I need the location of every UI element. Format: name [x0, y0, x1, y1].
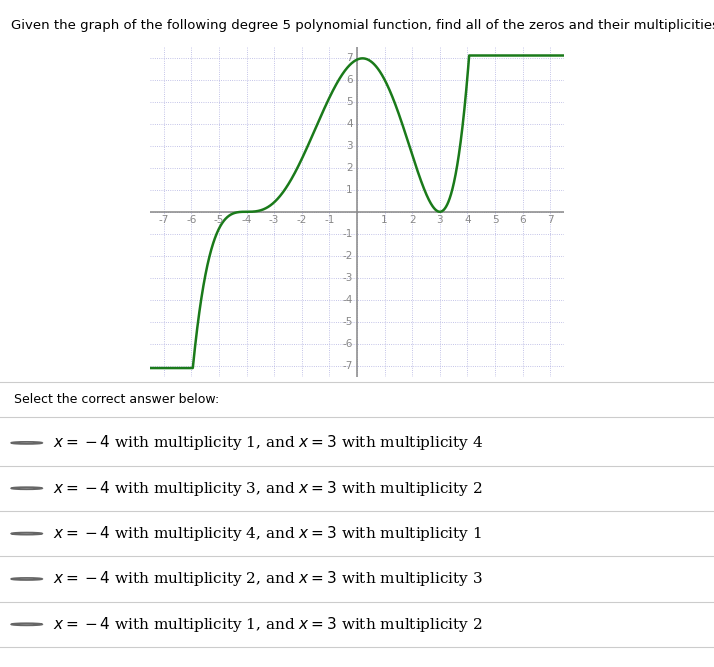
Text: 3: 3	[436, 215, 443, 225]
Text: 6: 6	[346, 75, 353, 85]
Text: -3: -3	[343, 273, 353, 283]
Text: 7: 7	[346, 53, 353, 63]
Text: 4: 4	[346, 119, 353, 129]
Text: -5: -5	[213, 215, 224, 225]
Text: -1: -1	[343, 229, 353, 239]
Text: -1: -1	[324, 215, 335, 225]
Text: 3: 3	[346, 141, 353, 151]
Text: $x = -4$ with multiplicity 4, and $x = 3$ with multiplicity 1: $x = -4$ with multiplicity 4, and $x = 3…	[53, 524, 482, 543]
Text: -6: -6	[343, 339, 353, 349]
Text: 1: 1	[381, 215, 388, 225]
Text: -3: -3	[269, 215, 279, 225]
Text: $x = -4$ with multiplicity 2, and $x = 3$ with multiplicity 3: $x = -4$ with multiplicity 2, and $x = 3…	[53, 570, 483, 588]
Text: -2: -2	[343, 251, 353, 261]
Text: $x = -4$ with multiplicity 1, and $x = 3$ with multiplicity 2: $x = -4$ with multiplicity 1, and $x = 3…	[53, 615, 483, 634]
Text: -6: -6	[186, 215, 196, 225]
Text: 2: 2	[409, 215, 416, 225]
Text: 7: 7	[547, 215, 553, 225]
Text: -7: -7	[159, 215, 169, 225]
Text: 2: 2	[346, 163, 353, 173]
Text: $x = -4$ with multiplicity 3, and $x = 3$ with multiplicity 2: $x = -4$ with multiplicity 3, and $x = 3…	[53, 479, 483, 498]
Text: -2: -2	[296, 215, 307, 225]
Text: $x = -4$ with multiplicity 1, and $x = 3$ with multiplicity 4: $x = -4$ with multiplicity 1, and $x = 3…	[53, 434, 483, 452]
Text: Given the graph of the following degree 5 polynomial function, find all of the z: Given the graph of the following degree …	[11, 19, 714, 31]
Text: 6: 6	[519, 215, 526, 225]
Text: -5: -5	[343, 317, 353, 327]
Text: -4: -4	[241, 215, 252, 225]
Text: 5: 5	[346, 97, 353, 107]
Text: -4: -4	[343, 295, 353, 305]
Text: Select the correct answer below:: Select the correct answer below:	[14, 393, 219, 406]
Text: 1: 1	[346, 185, 353, 195]
Text: -7: -7	[343, 361, 353, 371]
Text: 5: 5	[492, 215, 498, 225]
Text: 4: 4	[464, 215, 471, 225]
